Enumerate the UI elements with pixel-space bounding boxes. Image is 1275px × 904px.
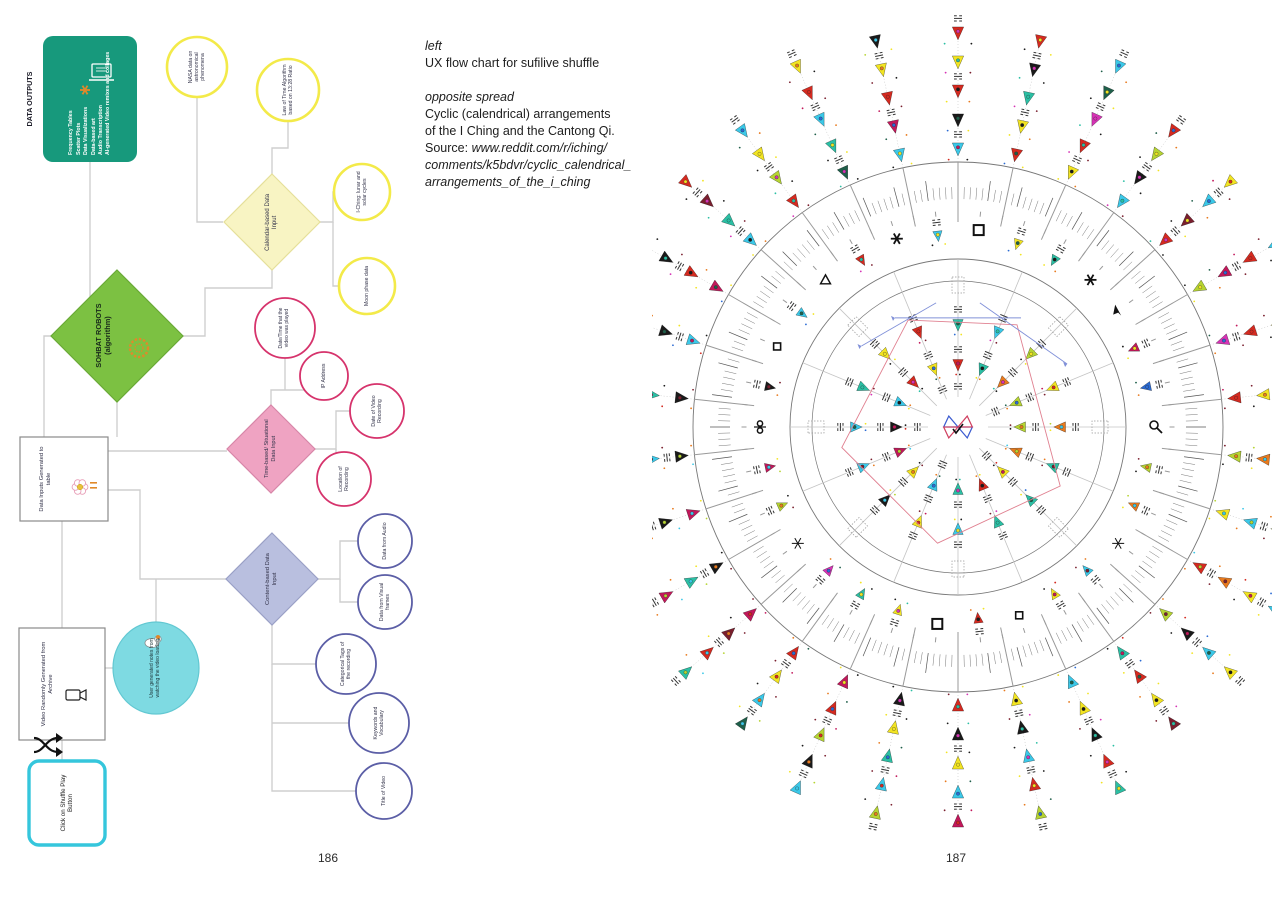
calendar-diamond-label: Calendar-based Data Input (264, 193, 278, 251)
title-video-circle-label: Title of Video (380, 776, 387, 806)
date-recording-circle-label: Date of Video Recording (370, 395, 383, 427)
keywords-circle-label: Keywords and Vocabulary (372, 706, 385, 740)
mid-ring (753, 219, 1163, 635)
connector-13 (315, 410, 350, 450)
page-number-right: 187 (945, 851, 967, 865)
connector-16 (339, 579, 358, 603)
connector-18 (271, 664, 356, 792)
video-archive-box-label: Video Randomly Generated from Archive (41, 641, 54, 727)
data-inputs-box (19, 436, 109, 522)
law-of-time-circle-label: Law of Time Algorithm based on 13:28 Rat… (281, 64, 294, 116)
connector-5 (183, 270, 273, 337)
ip-circle (299, 351, 349, 401)
nasa-circle (165, 35, 229, 99)
connector-15 (318, 540, 358, 580)
iching-circle-label: I-Ching: lunar and solar cycles (355, 171, 368, 213)
ip-circle-label: IP Address (320, 363, 327, 389)
connector-2 (271, 121, 289, 174)
location-circle-label: Location of Recording (337, 466, 350, 492)
inner-zone (790, 259, 1126, 595)
shuffle-play-button (27, 759, 107, 847)
moon-phase-circle-label: Moon phase data (363, 265, 370, 307)
center-geometry (841, 302, 1068, 544)
outer-spokes (652, 15, 1272, 831)
user-notes-ellipse-label: User generated notes from watching the v… (149, 638, 161, 698)
caption-opposite-line2: of the I Ching and the Cantong Qi. (425, 124, 615, 138)
nasa-circle-label: NASA data on astronomical phenomena (187, 50, 207, 84)
shuffle-icon (33, 733, 63, 757)
time-diamond (226, 404, 316, 494)
content-diamond-label: Content-based Data Input (265, 553, 278, 605)
law-of-time-circle (255, 57, 321, 123)
video-archive-box (18, 627, 106, 741)
caption-block: left UX flow chart for sufilive shuffle … (425, 38, 660, 191)
page-number-left: 186 (317, 851, 339, 865)
moon-phase-circle (337, 256, 397, 316)
bird-icon (144, 635, 162, 648)
center-glyphs (942, 414, 974, 440)
asterisk-icon (80, 85, 90, 95)
data-outputs-box (43, 36, 137, 162)
caption-left-label: left (425, 39, 442, 53)
connector-4 (332, 222, 339, 287)
caption-source-line3: arrangements_of_the_i_ching (425, 175, 591, 189)
caption-opposite-label: opposite spread (425, 90, 514, 104)
user-notes-ellipse (112, 621, 200, 715)
calendar-diamond (223, 173, 321, 271)
tags-circle (315, 633, 377, 695)
content-diamond (225, 532, 319, 626)
shuffle-play-button-label: Click on Shuffle Play Button (59, 774, 74, 832)
connector-6 (43, 335, 51, 437)
tick-ring (710, 179, 1206, 675)
sohbat-diamond-label: SOHBAT ROBOTS (algorithm) (94, 303, 112, 369)
caption-opposite-line1: Cyclic (calendrical) arrangements (425, 107, 611, 121)
datetime-circle (254, 297, 316, 359)
flower-icon (71, 479, 97, 495)
caption-left-text: UX flow chart for sufilive shuffle (425, 56, 600, 70)
laptop-icon (91, 63, 112, 78)
visual-circle (357, 574, 413, 630)
visual-circle-label: Data from Visual frames (378, 582, 391, 622)
audio-circle-label: Data from Audio (381, 522, 388, 560)
date-recording-circle (349, 383, 405, 439)
location-circle (316, 451, 372, 507)
audio-circle (357, 513, 413, 569)
data-outputs-label-label: DATA OUTPUTS (24, 71, 34, 127)
connector-1 (196, 97, 223, 223)
data-outputs-box-label: Frequency Tables Scatter Plots Data Visual… (68, 51, 112, 155)
sohbat-diamond (50, 269, 184, 403)
connector-9 (108, 489, 226, 580)
sohbat-logo-icon (128, 337, 150, 359)
data-inputs-box-label: Data Inputs Generated to table (39, 446, 52, 512)
iching-diagram (652, 15, 1272, 831)
tags-circle-label: Categorical Tags of the recording (339, 641, 352, 687)
keywords-circle (348, 692, 410, 754)
title-video-circle (355, 762, 413, 820)
caption-source-line2: comments/k5bdvr/cyclic_calendrical_ (425, 158, 632, 172)
datetime-circle-label: Date/Time that the video was played (278, 307, 290, 349)
time-diamond-label: Time-based/ Situational Data Input (264, 419, 277, 479)
flowchart-canvas (18, 35, 413, 847)
iching-circle (332, 162, 392, 222)
video-icon (65, 689, 87, 701)
caption-source-line1: Source: www.reddit.com/r/iching/ (425, 141, 608, 155)
